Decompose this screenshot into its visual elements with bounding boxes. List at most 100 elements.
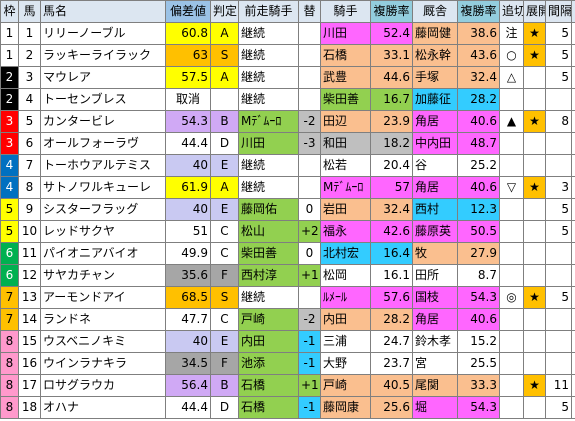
prev-jockey-cell: Mﾃﾞﾑｰﾛ (238, 110, 299, 133)
grade-cell: A (210, 66, 239, 89)
horse-number-cell: 1 (18, 22, 41, 45)
waku-cell: 1 (0, 22, 19, 45)
table-row[interactable]: 6 11 パイオニアバイオ 49.9 C 柴田善 0 北村宏 16.4 牧 27.9 (0, 242, 575, 265)
workout-mark-cell (499, 330, 524, 353)
pace-mark-cell (523, 132, 546, 155)
waku-cell: 1 (0, 44, 19, 67)
horse-name-cell: サヤカチャン (40, 264, 166, 287)
prev-jockey-cell: 池添 (238, 352, 299, 375)
workout-mark-cell (499, 220, 524, 243)
horse-number-cell: 7 (18, 154, 41, 177)
prev-jockey-cell: 川田 (238, 132, 299, 155)
rank-cell: 2 (571, 110, 575, 133)
header-sort-arrow[interactable]: ↑ (571, 0, 575, 23)
table-row[interactable]: 6 12 サヤカチャン 35.6 F 西村淳 +1 松岡 16.1 田所 8.7 (0, 264, 575, 287)
workout-mark-cell (499, 242, 524, 265)
trainer-rate-cell: 48.7 (457, 132, 500, 155)
trainer-rate-cell: 25.5 (457, 352, 500, 375)
horse-name-cell: リリーノーブル (40, 22, 166, 45)
table-row[interactable]: 3 6 オールフォーラヴ 44.4 D 川田 -3 和田 18.2 中内田 48.7 (0, 132, 575, 155)
waku-cell: 3 (0, 110, 19, 133)
deviation-cell: 60.8 (165, 22, 211, 45)
rank-cell (571, 264, 575, 287)
table-row[interactable]: 7 14 ランドネ 47.7 C 戸崎 -2 内田 28.2 角居 40.6 (0, 308, 575, 331)
pace-mark-cell (523, 198, 546, 221)
pace-mark-cell: ★ (523, 176, 546, 199)
header-waku: 枠 (0, 0, 19, 23)
trainer-cell: 角居 (412, 110, 458, 133)
trainer-cell: 中内田 (412, 132, 458, 155)
switch-cell (298, 66, 321, 89)
horse-name-cell: オハナ (40, 396, 166, 419)
jockey-cell: Mﾃﾞﾑｰﾛ (320, 176, 371, 199)
horse-number-cell: 2 (18, 44, 41, 67)
trainer-rate-cell: 54.3 (457, 286, 500, 309)
switch-cell (298, 22, 321, 45)
workout-mark-cell (499, 308, 524, 331)
waku-cell: 5 (0, 220, 19, 243)
pace-mark-cell (523, 308, 546, 331)
switch-cell (298, 176, 321, 199)
table-row[interactable]: 2 4 トーセンブレス 取消 継続 柴田善 16.7 加藤征 28.2 (0, 88, 575, 111)
horse-number-cell: 10 (18, 220, 41, 243)
switch-cell: -2 (298, 110, 321, 133)
pace-mark-cell (523, 352, 546, 375)
rank-cell: 1 (571, 286, 575, 309)
jockey-rate-cell: 23.7 (370, 352, 413, 375)
waku-cell: 7 (0, 286, 19, 309)
table-row[interactable]: 8 15 ウスベニノキミ 40 E 内田 -1 三浦 24.7 鈴木孝 15.2 (0, 330, 575, 353)
trainer-cell: 鈴木孝 (412, 330, 458, 353)
interval-cell (545, 132, 572, 155)
trainer-cell: 角居 (412, 176, 458, 199)
jockey-cell: 川田 (320, 22, 371, 45)
trainer-cell: 尾関 (412, 374, 458, 397)
grade-cell: B (210, 374, 239, 397)
horse-number-cell: 14 (18, 308, 41, 331)
deviation-cell: 51 (165, 220, 211, 243)
horse-number-cell: 17 (18, 374, 41, 397)
jockey-rate-cell: 25.6 (370, 396, 413, 419)
waku-cell: 8 (0, 330, 19, 353)
waku-cell: 6 (0, 242, 19, 265)
grade-cell: F (210, 264, 239, 287)
pace-mark-cell: ★ (523, 374, 546, 397)
workout-mark-cell (499, 154, 524, 177)
horse-name-cell: パイオニアバイオ (40, 242, 166, 265)
deviation-cell: 63 (165, 44, 211, 67)
interval-cell: 5 (545, 44, 572, 67)
trainer-rate-cell: 40.6 (457, 176, 500, 199)
trainer-cell: 角居 (412, 308, 458, 331)
deviation-cell: 40 (165, 154, 211, 177)
trainer-rate-cell: 50.5 (457, 220, 500, 243)
workout-mark-cell (499, 198, 524, 221)
interval-cell: 5 (545, 66, 572, 89)
trainer-rate-cell: 32.4 (457, 66, 500, 89)
header-trainer: 厩舎 (412, 0, 458, 23)
grade-cell: D (210, 396, 239, 419)
trainer-cell: 松永幹 (412, 44, 458, 67)
rank-cell: 10 (571, 22, 575, 45)
switch-cell: +2 (298, 220, 321, 243)
switch-cell: 0 (298, 198, 321, 221)
deviation-cell: 40 (165, 198, 211, 221)
prev-jockey-cell: 松山 (238, 220, 299, 243)
rank-cell: 3 (571, 44, 575, 67)
switch-cell (298, 88, 321, 111)
jockey-cell: 石橋 (320, 44, 371, 67)
table-row[interactable]: 8 16 ウインラナキラ 34.5 F 池添 -1 大野 23.7 宮 25.5 (0, 352, 575, 375)
grade-cell: C (210, 242, 239, 265)
interval-cell: 5 (545, 220, 572, 243)
pace-mark-cell (523, 330, 546, 353)
table-row[interactable]: 4 7 トーホウアルテミス 40 E 継続 松若 20.4 谷 25.2 (0, 154, 575, 177)
